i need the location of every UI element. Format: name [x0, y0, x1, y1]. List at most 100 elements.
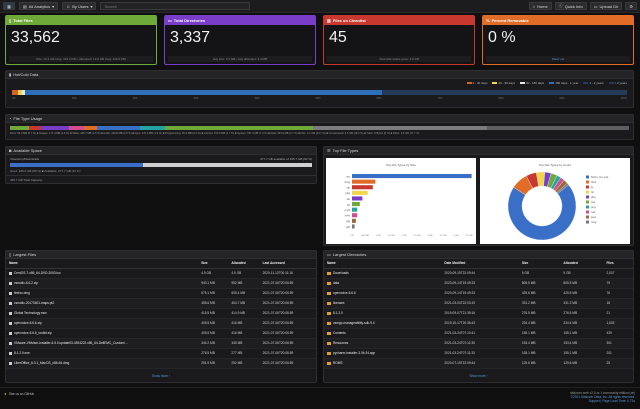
usage-segment-images[interactable]	[28, 126, 41, 130]
copyright-link[interactable]: ©2021 Diskover Data, Inc. All rights res…	[570, 395, 635, 399]
show-me-link[interactable]: Show me	[486, 56, 630, 62]
quick-info-button[interactable]: ⓘ Quick Info	[554, 2, 587, 10]
bar-gz	[352, 202, 360, 207]
table-cell: 344.2 MB	[198, 338, 229, 349]
row-name[interactable]: VMware-VMvisor-Installer-6.5.0.update03-…	[14, 341, 128, 345]
table-row[interactable]: CentOS-7-x86_64-DVD-2003.iso 4.5 GB 4.5 GB…	[6, 268, 316, 279]
col-name[interactable]: Name	[6, 259, 199, 269]
legend-item[interactable]: > 2 years	[608, 81, 627, 85]
row-name[interactable]: LibreOffice_6.3.1_MacOS_x86-64.dmg	[14, 361, 70, 365]
row-name[interactable]: licenses	[333, 301, 345, 305]
legend-swatch	[520, 82, 525, 84]
col-last-accessed[interactable]: Last Accessed	[259, 259, 316, 269]
table-row[interactable]: VMware-VMvisor-Installer-6.5.0.update03-…	[6, 338, 316, 349]
legend-item[interactable]: 1 - 2 years	[583, 81, 604, 85]
col-size[interactable]: Size	[518, 259, 561, 269]
segment-180-days-1-year[interactable]	[24, 90, 44, 95]
segment-1-2-years[interactable]	[43, 90, 382, 95]
table-row[interactable]: vsmotic-20170401-maps.pt2 455.6 MB 454.7 M…	[6, 298, 316, 309]
segment-90-180-days[interactable]	[21, 90, 25, 95]
github-star-link[interactable]: ★ Star us on GitHub	[4, 392, 35, 396]
largest-directories-show-more[interactable]: Show more ›	[469, 374, 488, 378]
legend-item[interactable]: 30 - 90 days	[492, 81, 515, 85]
row-name[interactable]: 8.1.2.0	[333, 311, 343, 315]
table-cell: openvoice-6.6.6_toolkit.zip	[6, 328, 199, 339]
table-row[interactable]: Resources 2021-03-24T07:11:35 153.4 MB 153.…	[324, 338, 633, 349]
usage-segment-docs[interactable]	[10, 126, 29, 130]
settings-button[interactable]: ⚙	[625, 2, 637, 10]
col-date-modified[interactable]: Date Modified	[441, 259, 519, 269]
col-allocated[interactable]: Allocated	[228, 259, 260, 269]
folder-icon	[327, 321, 331, 325]
nav-all-analytics[interactable]: ▤ All Analytics ▾	[19, 2, 59, 10]
legend-item[interactable]: 0 - 30 days	[466, 81, 487, 85]
row-name[interactable]: openvoice-6.6.6	[333, 291, 356, 295]
table-row[interactable]: vsmpp-manageability-sdk-9.4 2019-10-17T20…	[324, 318, 633, 329]
row-name[interactable]: data	[333, 281, 340, 285]
row-name[interactable]: pycharm-installer-3.0b.34.app	[333, 351, 376, 355]
table-row[interactable]: openvoice-6.6.6 2020-09-14T19:49:33 425.6 …	[324, 288, 633, 299]
percent-icon: %	[486, 18, 490, 23]
table-row[interactable]: ROMS 2020-07-15T22:09:44 129.6 MB 129.6 MB 2…	[324, 358, 633, 369]
table-row[interactable]: data 2020-09-14T19:49:33 805.5 MB 805.5 MB 7…	[324, 278, 633, 289]
table-row[interactable]: openvoice-6.6.6.zip 405.5 MB 416 MB 2021-07…	[6, 318, 316, 329]
row-name[interactable]: ROMS	[333, 361, 343, 365]
card-percent-removable: % Percent Removable 0 % Show me	[482, 15, 634, 65]
space-used-segment[interactable]	[10, 163, 143, 167]
row-name[interactable]: vsmotic-6.6.2.zip	[14, 281, 38, 285]
search-input[interactable]: Search	[100, 2, 251, 10]
row-name[interactable]: Contents	[333, 331, 346, 335]
usage-segment-disc[interactable]	[164, 126, 314, 130]
legend-item[interactable]: 180 days - 1 year	[549, 81, 578, 85]
legend-item[interactable]: 90 - 180 days	[520, 81, 544, 85]
row-name[interactable]: vsmotic-20170401-maps.pt2	[14, 301, 55, 305]
row-name[interactable]: vsmpp-manageability-sdk-9.4	[333, 321, 375, 325]
table-row[interactable]: vsmotic-6.6.2.zip 940.1 MB 952 MB 2021-07-0…	[6, 278, 316, 289]
table-row[interactable]: LibreOffice_6.3.1_MacOS_x86-64.dmg 251.9 …	[6, 358, 316, 369]
table-row[interactable]: Global Technology.mov 415.5 MB 414.9 MB 202…	[6, 308, 316, 319]
table-row[interactable]: Contents 2021-03-24T07:10:41 155.1 MB 155.1…	[324, 328, 633, 339]
segment-30-90-days[interactable]	[18, 90, 22, 95]
donut-legend-label: js	[590, 185, 594, 189]
row-name[interactable]: Resources	[333, 341, 349, 345]
row-name[interactable]: Global Technology.mov	[14, 311, 47, 315]
logo-icon[interactable]: ▦	[3, 2, 15, 10]
row-name[interactable]: CentOS-7-x86_64-DVD-2003.iso	[14, 271, 61, 275]
table-row[interactable]: licenses 2021-03-03T22:03:19 331.2 MB 331.2…	[324, 298, 633, 309]
row-name[interactable]: Downloads	[333, 271, 349, 275]
usage-segment-audio[interactable]	[68, 126, 85, 130]
segment-0-30-days[interactable]	[12, 90, 19, 95]
row-name[interactable]: 8.1.2.0.exe	[14, 351, 30, 355]
usage-segment-apps[interactable]	[84, 126, 97, 130]
table-cell: 234.4 MB	[560, 318, 604, 329]
folder-icon: ▭	[168, 18, 172, 23]
table-row[interactable]: pycharm-installer-3.0b.34.app 2021-03-24T…	[324, 348, 633, 359]
table-row[interactable]: openvoice-6.6.6_toolkit.zip 405.5 MB 416 M…	[6, 328, 316, 339]
segment-over-2-years[interactable]	[381, 90, 627, 95]
col-files[interactable]: Files	[603, 259, 633, 269]
usage-segment-video[interactable]	[40, 126, 69, 130]
folder-icon: ▭	[593, 3, 598, 9]
hot-cold-bar	[12, 90, 627, 95]
table-row[interactable]: firefox.dmg 575.1 MB 605.4 MB 2021-07-06T20…	[6, 288, 316, 299]
col-allocated[interactable]: Allocated	[560, 259, 604, 269]
nav-by-users[interactable]: ☺ By Users ▾	[62, 2, 97, 10]
col-size[interactable]: Size	[198, 259, 229, 269]
home-button[interactable]: ⌂ Home	[528, 2, 552, 10]
row-name[interactable]: openvoice-6.6.6.zip	[14, 321, 42, 325]
table-row[interactable]: Downloads 2020-09-15T22:09:44 5 GB 5 GB 2,00…	[324, 268, 633, 279]
table-row[interactable]: 8.1.2.0.exe 276.5 MB 277 MB 2021-07-06T20:0…	[6, 348, 316, 359]
usage-segment-compressed[interactable]	[313, 126, 487, 130]
table-cell: openvoice-6.6.6.zip	[6, 318, 199, 329]
largest-files-show-more[interactable]: Show more ›	[151, 374, 171, 378]
col-name[interactable]: Name	[324, 259, 442, 269]
usage-segment-data[interactable]	[139, 126, 165, 130]
table-row[interactable]: 8.1.2.0 2019-09-07T21:38:16 276.5 MB 276.5 …	[324, 308, 633, 319]
usage-segment-other[interactable]	[486, 126, 629, 130]
support-link[interactable]: Support | Page Load Time: 0.71s	[588, 399, 635, 403]
upload-dir-button[interactable]: ▭ Upload Dir	[589, 2, 623, 10]
usage-segment-system[interactable]	[96, 126, 140, 130]
space-available-segment[interactable]	[142, 163, 312, 167]
row-name[interactable]: openvoice-6.6.6_toolkit.zip	[14, 331, 52, 335]
row-name[interactable]: firefox.dmg	[14, 291, 30, 295]
